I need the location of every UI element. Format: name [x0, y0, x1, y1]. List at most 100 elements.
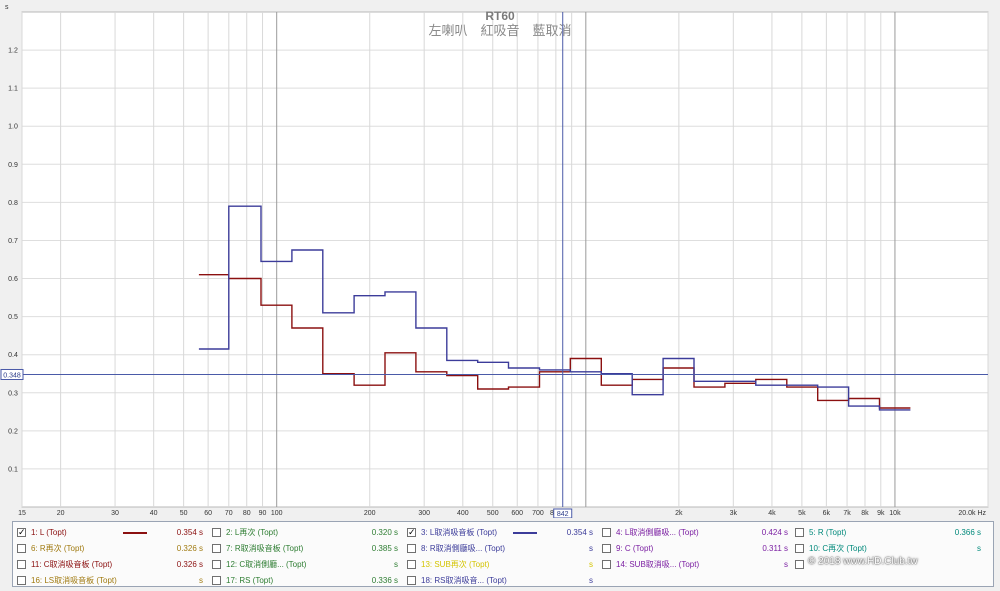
- legend-value-5: 0.366 s: [954, 528, 981, 537]
- legend-label-11: 11: C取消吸音板 (Topt): [31, 560, 113, 569]
- legend-value-4: 0.424 s: [761, 528, 788, 537]
- legend-swatch-3: [513, 532, 537, 534]
- legend-label-14: 14: SUB取消吸... (Topt): [616, 560, 700, 569]
- legend-item-8: 8: R取消側廳吸... (Topt) s: [407, 541, 597, 557]
- legend-checkbox-17[interactable]: [212, 576, 221, 585]
- legend-value-11: 0.326 s: [176, 560, 203, 569]
- y-axis-label: s: [5, 4, 9, 11]
- x-tick-label: 30: [111, 510, 119, 517]
- legend-value-9: 0.311 s: [762, 544, 788, 553]
- legend-value-16: s: [199, 576, 203, 585]
- x-tick-label: 15: [18, 510, 26, 517]
- legend-item-9: 9: C (Topt) 0.311 s: [602, 541, 792, 557]
- legend-checkbox-14[interactable]: [602, 560, 611, 569]
- legend-value-1: 0.354 s: [176, 528, 203, 537]
- legend-value-14: s: [784, 560, 788, 569]
- cursor[interactable]: 0.348 842: [0, 12, 988, 518]
- x-tick-label: 50: [180, 510, 188, 517]
- x-tick-label: 9k: [877, 510, 885, 517]
- x-tick-label: 200: [364, 510, 376, 517]
- legend-item-4: 4: L取消側廳吸... (Topt) 0.424 s: [602, 525, 792, 541]
- legend-label-10: 10: C再次 (Topt): [809, 544, 867, 553]
- x-tick-label: 10k: [889, 510, 901, 517]
- legend-checkbox-5[interactable]: [795, 528, 804, 537]
- x-tick-label: 7k: [843, 510, 851, 517]
- legend-label-1: 1: L (Topt): [31, 528, 67, 537]
- legend-item-1: ✓ 1: L (Topt) 0.354 s: [17, 525, 207, 541]
- legend-label-4: 4: L取消側廳吸... (Topt): [616, 528, 699, 537]
- legend-item-18: 18: RS取消吸音... (Topt) s: [407, 573, 597, 589]
- y-tick-label: 0.8: [8, 200, 18, 207]
- y-tick-label: 0.5: [8, 314, 18, 321]
- legend-item-15: [795, 557, 985, 573]
- legend-item-14: 14: SUB取消吸... (Topt) s: [602, 557, 792, 573]
- y-tick-label: 0.3: [8, 390, 18, 397]
- legend-value-18: s: [589, 576, 593, 585]
- legend-label-8: 8: R取消側廳吸... (Topt): [421, 544, 506, 553]
- legend-checkbox-13[interactable]: [407, 560, 416, 569]
- cursor-y-readout-box: [0, 368, 24, 380]
- x-tick-label: 4k: [768, 510, 776, 517]
- legend-item-17: 17: RS (Topt) 0.336 s: [212, 573, 402, 589]
- legend-label-6: 6: R再次 (Topt): [31, 544, 85, 553]
- rt60-chart[interactable]: 0.1 0.2 0.3 0.4 0.5 0.6 0.7 0.8 0.9 1.0 1.1 1.2 15 2…: [0, 0, 1000, 518]
- legend-checkbox-6[interactable]: [17, 544, 26, 553]
- legend-checkbox-12[interactable]: [212, 560, 221, 569]
- x-tick-label: 70: [225, 510, 233, 517]
- x-tick-label: 700: [532, 510, 544, 517]
- legend-value-10: s: [977, 544, 981, 553]
- x-tick-label: 100: [271, 510, 283, 517]
- x-tick-label: 40: [150, 510, 158, 517]
- x-tick-label: 90: [259, 510, 267, 517]
- x-tick-label: 500: [487, 510, 499, 517]
- cursor-y-readout: 0.348: [3, 372, 21, 379]
- legend-checkbox-3[interactable]: ✓: [407, 527, 416, 537]
- y-tick-label: 1.0: [8, 124, 18, 131]
- legend-item-10: 10: C再次 (Topt) s: [795, 541, 985, 557]
- legend-value-17: 0.336 s: [371, 576, 398, 585]
- legend-value-8: s: [589, 544, 593, 553]
- y-tick-label: 0.7: [8, 238, 18, 245]
- x-tick-label: 20: [57, 510, 65, 517]
- y-tick-label: 1.1: [8, 86, 18, 93]
- cursor-x-readout: 842: [557, 511, 569, 518]
- x-tick-label: 5k: [798, 510, 806, 517]
- legend-label-18: 18: RS取消吸音... (Topt): [421, 576, 507, 585]
- legend-checkbox-7[interactable]: [212, 544, 221, 553]
- y-tick-label: 1.2: [8, 48, 18, 55]
- y-tick-label: 0.2: [8, 428, 18, 435]
- grid: [21, 12, 989, 507]
- legend-checkbox-16[interactable]: [17, 576, 26, 585]
- y-tick-label: 0.6: [8, 276, 18, 283]
- legend-label-12: 12: C取消側廳... (Topt): [226, 560, 307, 569]
- legend-item-12: 12: C取消側廳... (Topt) s: [212, 557, 402, 573]
- x-tick-labels: 15 20 30 40 50 60 70 80 90 100 200 300 400 500 600 700 8…: [18, 510, 986, 517]
- legend-panel: ✓ 1: L (Topt) 0.354 s 2: L再次 (Topt) 0.320 s ✓…: [12, 521, 994, 587]
- legend-label-16: 16: LS取消吸音板 (Topt): [31, 576, 117, 585]
- legend-checkbox-18[interactable]: [407, 576, 416, 585]
- legend-checkbox-4[interactable]: [602, 528, 611, 537]
- legend-item-2: 2: L再次 (Topt) 0.320 s: [212, 525, 402, 541]
- legend-checkbox-15[interactable]: [795, 560, 804, 569]
- legend-swatch-1: [123, 532, 147, 534]
- x-tick-label: 8k: [861, 510, 869, 517]
- legend-label-5: 5: R (Topt): [809, 528, 847, 537]
- legend-checkbox-2[interactable]: [212, 528, 221, 537]
- legend-checkbox-10[interactable]: [795, 544, 804, 553]
- legend-checkbox-11[interactable]: [17, 560, 26, 569]
- legend-value-3: 0.354 s: [566, 528, 593, 537]
- legend-item-7: 7: R取消吸音板 (Topt) 0.385 s: [212, 541, 402, 557]
- legend-checkbox-1[interactable]: ✓: [17, 527, 26, 537]
- y-tick-label: 0.4: [8, 352, 18, 359]
- legend-checkbox-9[interactable]: [602, 544, 611, 553]
- y-tick-label: 0.1: [8, 466, 18, 473]
- legend-checkbox-8[interactable]: [407, 544, 416, 553]
- legend-label-3: 3: L取消吸音板 (Topt): [421, 528, 498, 537]
- legend-label-17: 17: RS (Topt): [226, 576, 274, 585]
- legend-item-16: 16: LS取消吸音板 (Topt) s: [17, 573, 207, 589]
- x-tick-label: 3k: [730, 510, 738, 517]
- x-tick-label: 600: [511, 510, 523, 517]
- series-lines: [198, 205, 911, 411]
- legend-value-12: s: [394, 560, 398, 569]
- legend-value-7: 0.385 s: [371, 544, 398, 553]
